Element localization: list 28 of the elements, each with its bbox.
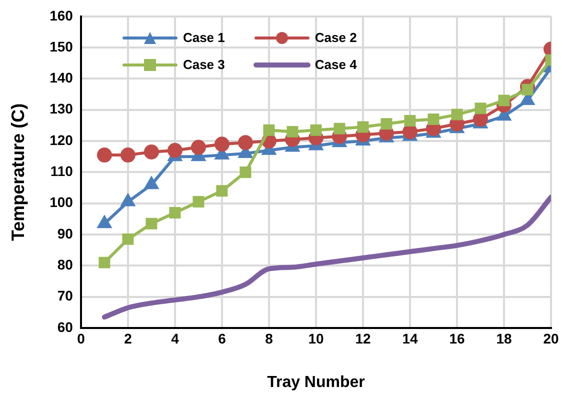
x-tick-label: 2 [124, 330, 132, 346]
x-tick-label: 8 [265, 330, 274, 346]
y-tick-label: 100 [50, 194, 74, 210]
y-tick-label: 90 [57, 225, 74, 242]
x-axis-title: Tray Number [267, 374, 365, 391]
legend-label: Case 1 [182, 30, 225, 46]
x-tick-label: 18 [496, 330, 512, 346]
legend-label: Case 2 [314, 30, 357, 46]
x-tick-label: 16 [449, 330, 465, 346]
y-tick-label: 140 [50, 70, 74, 86]
y-tick-label: 120 [50, 132, 74, 148]
y-tick-label: 110 [50, 163, 74, 180]
legend-label: Case 4 [314, 57, 357, 72]
x-tick-label: 6 [218, 330, 226, 346]
x-tick-label: 20 [543, 330, 559, 346]
legend-label: Case 3 [182, 57, 225, 72]
y-axis-title: Temperature (C) [8, 103, 28, 242]
x-tick-label: 10 [308, 330, 324, 346]
x-tick-label: 0 [77, 330, 86, 346]
x-tick-label: 4 [171, 330, 180, 346]
y-tick-label: 130 [50, 100, 74, 117]
y-tick-label: 150 [50, 38, 74, 54]
y-tick-label: 80 [57, 256, 74, 273]
x-tick-label: 12 [355, 330, 371, 346]
y-tick-label: 70 [57, 288, 74, 304]
x-tick-label: 14 [402, 330, 418, 346]
y-tick-label: 60 [57, 318, 74, 335]
y-tick-label: 160 [50, 7, 74, 24]
